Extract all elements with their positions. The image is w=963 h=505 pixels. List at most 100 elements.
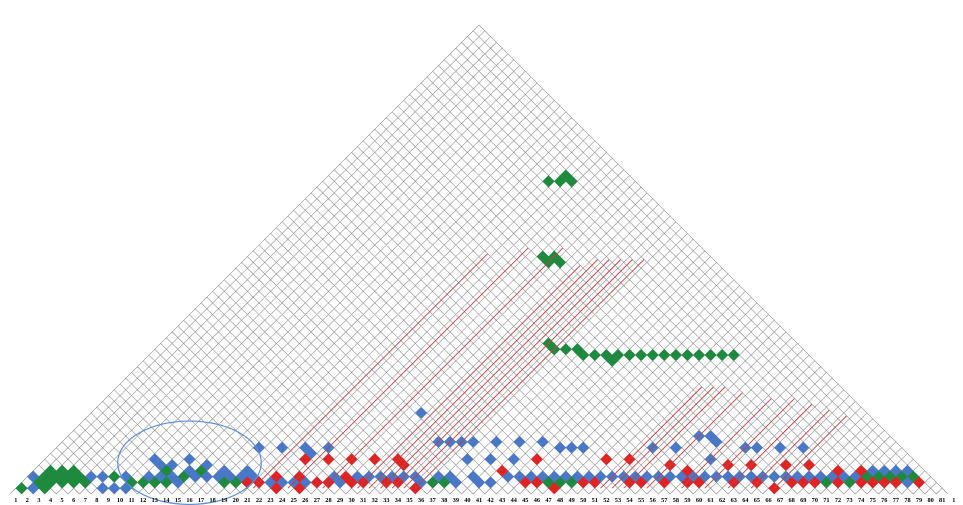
axis-label: 30 bbox=[348, 497, 354, 504]
blue-cell bbox=[507, 453, 520, 466]
axis-label: 43 bbox=[499, 497, 505, 504]
axis-label: 60 bbox=[696, 497, 702, 504]
blue-cell bbox=[577, 441, 590, 454]
axis-label: 73 bbox=[846, 497, 852, 504]
red-cell bbox=[635, 476, 648, 489]
axis-label: 7 bbox=[84, 497, 87, 504]
axis-label: 29 bbox=[337, 497, 343, 504]
axis-label: 4 bbox=[49, 497, 53, 504]
axis-label: 17 bbox=[198, 497, 204, 504]
axis-label: 44 bbox=[511, 497, 518, 504]
red-cell bbox=[658, 476, 671, 489]
axis-label: 5 bbox=[61, 497, 64, 504]
green-cell bbox=[160, 476, 173, 489]
axis-label: 23 bbox=[267, 497, 273, 504]
red-guide-line bbox=[681, 398, 772, 489]
red-cell bbox=[692, 476, 706, 489]
axis-label: 16 bbox=[186, 497, 192, 504]
triangle-grid bbox=[9, 24, 949, 495]
axis-label: 49 bbox=[568, 497, 574, 504]
axis-label: 40 bbox=[464, 497, 470, 504]
red-cell bbox=[496, 464, 509, 477]
axis-label: 71 bbox=[823, 497, 829, 504]
axis-label: 65 bbox=[754, 497, 760, 504]
red-diagonal-lines bbox=[252, 247, 847, 489]
axis-label: 2 bbox=[26, 497, 29, 504]
red-cell bbox=[310, 476, 323, 489]
green-cell bbox=[716, 348, 729, 362]
green-cell bbox=[669, 348, 682, 362]
blue-cell bbox=[710, 435, 723, 448]
red-cell bbox=[368, 453, 381, 466]
red-cell bbox=[600, 453, 613, 466]
blue-cell bbox=[148, 453, 161, 466]
red-cell bbox=[681, 464, 694, 477]
axis-label: 76 bbox=[881, 497, 887, 504]
axis-label: 32 bbox=[372, 497, 378, 504]
blue-cell bbox=[490, 435, 503, 448]
red-cell bbox=[889, 476, 902, 489]
axis-label: 55 bbox=[638, 497, 644, 504]
axis-label: 12 bbox=[140, 497, 146, 504]
green-cell bbox=[79, 476, 92, 489]
red-cell bbox=[409, 482, 422, 495]
red-cell bbox=[831, 464, 845, 477]
blue-cell bbox=[276, 441, 289, 454]
axis-label: 78 bbox=[904, 497, 910, 504]
red-guide-line bbox=[646, 392, 743, 489]
axis-label: 26 bbox=[302, 497, 308, 504]
axis-label: 36 bbox=[418, 497, 424, 504]
green-cell bbox=[635, 348, 648, 362]
red-guide-line bbox=[773, 415, 847, 489]
axis-label: 47 bbox=[545, 497, 551, 504]
blue-cell bbox=[669, 441, 682, 454]
axis-label: 75 bbox=[870, 497, 876, 504]
axis-label: 19 bbox=[221, 497, 227, 504]
red-guide-line bbox=[750, 409, 830, 489]
green-cell bbox=[727, 348, 740, 362]
axis-label: 46 bbox=[534, 497, 540, 504]
axis-label: 39 bbox=[453, 497, 459, 504]
axis-label: 74 bbox=[858, 497, 865, 504]
axis-label: 64 bbox=[742, 497, 749, 504]
axis-label: 77 bbox=[893, 497, 899, 504]
red-guide-line bbox=[403, 259, 633, 489]
axis-label: 61 bbox=[707, 497, 713, 504]
red-guide-line bbox=[611, 386, 714, 489]
red-guide-line bbox=[704, 398, 795, 489]
red-guide-line bbox=[623, 386, 726, 489]
green-cell bbox=[194, 464, 208, 477]
green-cell bbox=[177, 470, 190, 483]
red-guide-line bbox=[727, 403, 813, 489]
axis-label: 80 bbox=[927, 497, 933, 504]
axis-label: 67 bbox=[777, 497, 783, 504]
axis-label: 38 bbox=[441, 497, 447, 504]
green-cell bbox=[704, 348, 717, 362]
axis-label: 50 bbox=[580, 497, 586, 504]
red-guide-line bbox=[414, 259, 645, 489]
axis-label: 31 bbox=[360, 497, 366, 504]
red-guide-line bbox=[600, 386, 703, 489]
axis-label: 37 bbox=[430, 497, 436, 504]
axis-label: 70 bbox=[812, 497, 818, 504]
blue-cell bbox=[513, 435, 526, 448]
red-cell bbox=[270, 482, 283, 495]
red-cell bbox=[322, 453, 335, 466]
axis-label: 28 bbox=[325, 497, 331, 504]
axis-label: 35 bbox=[406, 497, 412, 504]
axis-label: 72 bbox=[835, 497, 841, 504]
blue-cell bbox=[467, 435, 480, 448]
blue-cell bbox=[461, 453, 474, 466]
red-cell bbox=[588, 476, 601, 489]
axis-label: 45 bbox=[522, 497, 528, 504]
axis-label: 53 bbox=[615, 497, 621, 504]
axis-label: 62 bbox=[719, 497, 725, 504]
red-guide-line bbox=[357, 264, 581, 489]
axis-label: 18 bbox=[210, 497, 216, 504]
blue-cell bbox=[484, 453, 497, 466]
red-guide-line bbox=[391, 259, 622, 489]
axis-label: 3 bbox=[37, 497, 40, 504]
blue-cell bbox=[750, 441, 764, 454]
blue-cell bbox=[96, 470, 109, 483]
axis-label: 54 bbox=[626, 497, 633, 504]
